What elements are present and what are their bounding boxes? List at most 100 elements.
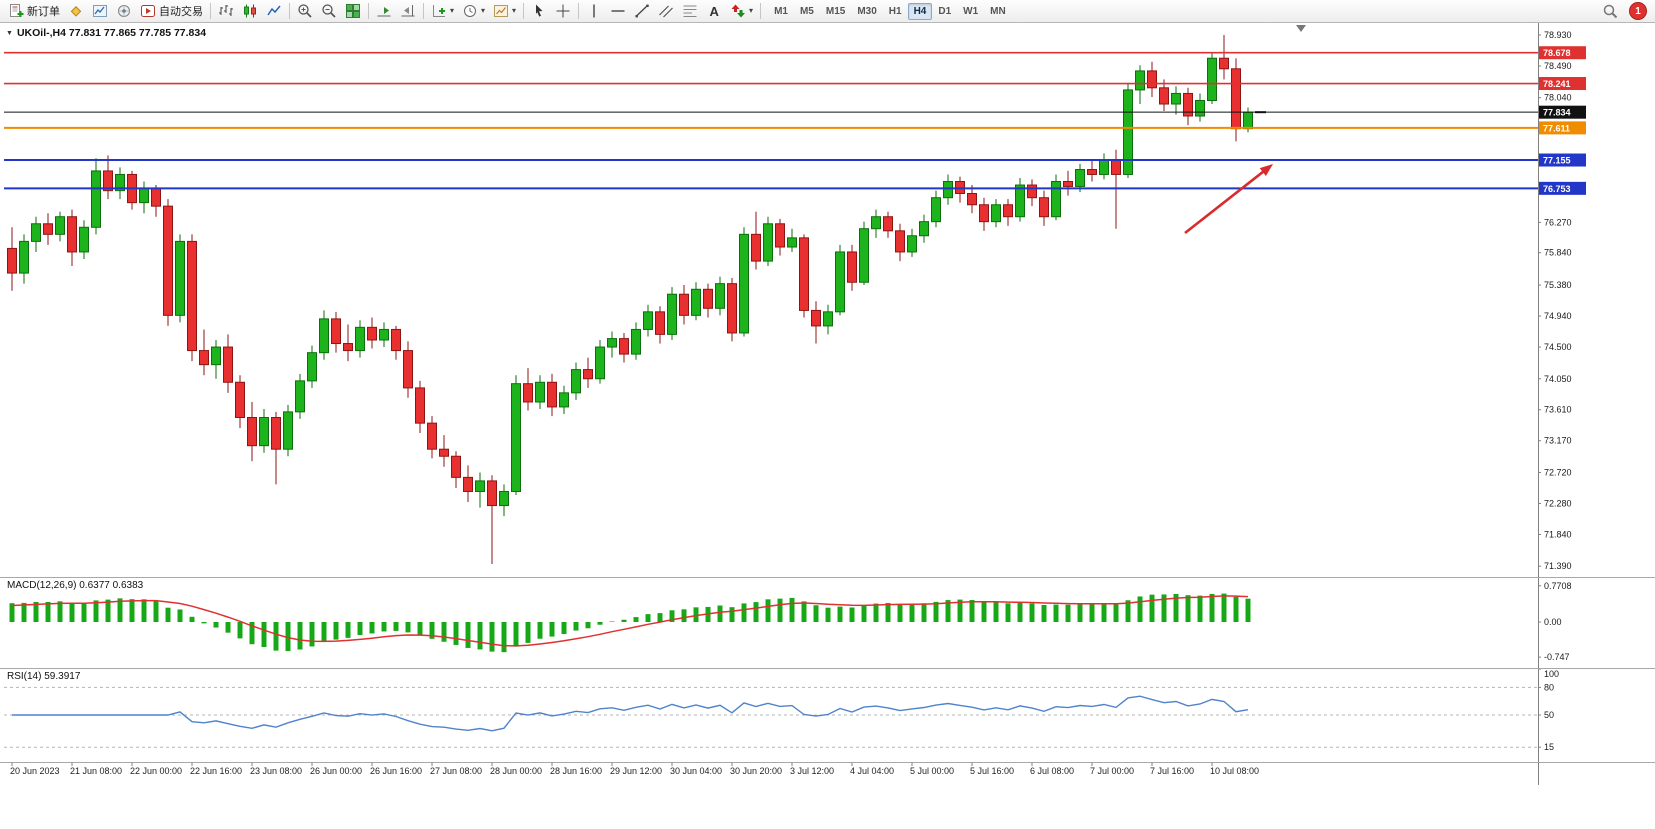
rsi-indicator bbox=[4, 686, 1538, 748]
vertical-line-button[interactable] bbox=[582, 1, 606, 21]
new-order-button[interactable]: 新订单 bbox=[4, 1, 64, 21]
macd-axis-label: 0.7708 bbox=[1544, 581, 1572, 591]
text-button[interactable]: A bbox=[702, 1, 726, 21]
time-axis-label: 6 Jul 08:00 bbox=[1030, 766, 1074, 776]
timeframe-toolbar: M1 M5 M15 M30 H1 H4 D1 W1 MN bbox=[768, 2, 1012, 20]
rsi-axis-label: 50 bbox=[1544, 710, 1554, 720]
price-axis-label: 72.280 bbox=[1544, 498, 1572, 508]
channel-button[interactable] bbox=[654, 1, 678, 21]
indicators-button[interactable]: ▾ bbox=[427, 1, 458, 21]
price-badge bbox=[1539, 181, 1586, 195]
auto-scroll-button[interactable] bbox=[372, 1, 396, 21]
line-chart-button[interactable] bbox=[262, 1, 286, 21]
autotrading-button-label: 自动交易 bbox=[159, 6, 203, 18]
chart-shift-marker[interactable] bbox=[1296, 25, 1306, 32]
timeframe-M1[interactable]: M1 bbox=[768, 3, 794, 20]
toolbar-separator bbox=[578, 3, 580, 19]
price-axis-label: 78.930 bbox=[1544, 30, 1572, 40]
time-axis-label: 10 Jul 08:00 bbox=[1210, 766, 1259, 776]
price-axis[interactable]: 78.930 78.490 78.040 76.270 75.840 75.380 74.9… bbox=[1538, 23, 1586, 785]
candlestick-chart-button[interactable] bbox=[238, 1, 262, 21]
text-icon: A bbox=[706, 3, 722, 19]
price-axis-label: 73.170 bbox=[1544, 436, 1572, 446]
trend-arrow[interactable] bbox=[1184, 164, 1273, 235]
toolbar-separator bbox=[523, 3, 525, 19]
price-axis-label: 74.050 bbox=[1544, 374, 1572, 384]
notification-badge[interactable]: 1 bbox=[1629, 2, 1647, 20]
zoom-in-button[interactable] bbox=[293, 1, 317, 21]
timeframe-H1[interactable]: H1 bbox=[883, 3, 908, 20]
time-axis-label: 28 Jun 16:00 bbox=[550, 766, 602, 776]
price-axis-label: 71.840 bbox=[1544, 529, 1572, 539]
price-badge bbox=[1539, 77, 1586, 91]
timeframe-D1[interactable]: D1 bbox=[932, 3, 957, 20]
time-axis-label: 22 Jun 00:00 bbox=[130, 766, 182, 776]
timeframe-M15[interactable]: M15 bbox=[820, 3, 851, 20]
price-axis-label: 75.840 bbox=[1544, 248, 1572, 258]
chart-shift-button[interactable] bbox=[396, 1, 420, 21]
autotrading-icon bbox=[140, 3, 156, 19]
market-watch-button[interactable] bbox=[88, 1, 112, 21]
metaeditor-icon bbox=[68, 3, 84, 19]
toolbar-separator bbox=[423, 3, 424, 19]
toolbar-separator bbox=[210, 3, 211, 19]
crosshair-button[interactable] bbox=[551, 1, 575, 21]
rsi-axis-label: 100 bbox=[1544, 669, 1559, 679]
price-axis-label: 78.490 bbox=[1544, 61, 1572, 71]
timeframe-M30[interactable]: M30 bbox=[851, 3, 882, 20]
timeframe-W1[interactable]: W1 bbox=[957, 3, 984, 20]
price-badge bbox=[1539, 121, 1586, 135]
time-axis-label: 27 Jun 08:00 bbox=[430, 766, 482, 776]
bar-chart-button[interactable] bbox=[214, 1, 238, 21]
crosshair-icon bbox=[555, 3, 571, 19]
price-axis-label: 73.610 bbox=[1544, 405, 1572, 415]
timeframe-MN[interactable]: MN bbox=[984, 3, 1012, 20]
price-axis-label: 78.040 bbox=[1544, 93, 1572, 103]
market-watch-icon bbox=[92, 3, 108, 19]
macd-label: MACD(12,26,9) 0.6377 0.6383 bbox=[7, 580, 144, 591]
zoom-in-icon bbox=[297, 3, 313, 19]
metaeditor-button[interactable] bbox=[64, 1, 88, 21]
horizontal-lines[interactable] bbox=[4, 51, 1538, 190]
vline-icon bbox=[586, 3, 602, 19]
navigator-icon bbox=[116, 3, 132, 19]
hline-icon bbox=[610, 3, 626, 19]
fibonacci-button[interactable] bbox=[678, 1, 702, 21]
arrows-icon bbox=[730, 3, 746, 19]
auto-scroll-icon bbox=[376, 3, 392, 19]
navigator-button[interactable] bbox=[112, 1, 136, 21]
timeframe-H4[interactable]: H4 bbox=[907, 2, 933, 20]
fibonacci-icon bbox=[682, 3, 698, 19]
arrows-button[interactable]: ▾ bbox=[726, 1, 757, 21]
price-axis-label: 71.390 bbox=[1544, 561, 1572, 571]
zoom-out-button[interactable] bbox=[317, 1, 341, 21]
time-axis-label: 7 Jul 16:00 bbox=[1150, 766, 1194, 776]
price-badge bbox=[1539, 153, 1586, 167]
templates-button[interactable]: ▾ bbox=[489, 1, 520, 21]
toolbar-separator bbox=[760, 3, 762, 19]
timeframe-M5[interactable]: M5 bbox=[794, 3, 820, 20]
cursor-button[interactable] bbox=[527, 1, 551, 21]
macd-signal-line bbox=[11, 595, 1249, 647]
time-axis-label: 26 Jun 00:00 bbox=[310, 766, 362, 776]
rsi-axis-label: 80 bbox=[1544, 682, 1554, 692]
autotrading-button[interactable]: 自动交易 bbox=[136, 1, 207, 21]
zoom-out-icon bbox=[321, 3, 337, 19]
tile-windows-button[interactable] bbox=[341, 1, 365, 21]
price-axis-label: 72.720 bbox=[1544, 467, 1572, 477]
time-axis-label: 21 Jun 08:00 bbox=[70, 766, 122, 776]
search-icon bbox=[1602, 3, 1618, 19]
price-badge-label: 77.834 bbox=[1543, 108, 1571, 118]
search-button[interactable] bbox=[1598, 1, 1622, 21]
time-axis[interactable]: 20 Jun 2023 21 Jun 08:00 22 Jun 00:00 22 Ju… bbox=[10, 762, 1259, 777]
rsi-axis-label: 15 bbox=[1544, 742, 1554, 752]
time-axis-label: 23 Jun 08:00 bbox=[250, 766, 302, 776]
trendline-button[interactable] bbox=[630, 1, 654, 21]
periods-button[interactable]: ▾ bbox=[458, 1, 489, 21]
time-axis-label: 5 Jul 16:00 bbox=[970, 766, 1014, 776]
tile-windows-icon bbox=[345, 3, 361, 19]
new-order-button-label: 新订单 bbox=[27, 6, 60, 18]
horizontal-line-button[interactable] bbox=[606, 1, 630, 21]
